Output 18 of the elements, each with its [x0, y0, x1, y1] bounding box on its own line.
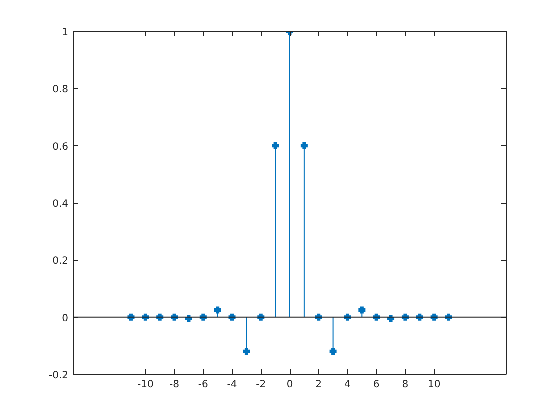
y-tick-label: 0	[62, 313, 69, 324]
x-tick-label: 6	[373, 380, 380, 390]
y-tick-label: 1	[62, 28, 69, 38]
x-tick-label: -6	[198, 380, 208, 390]
x-tick-label: -4	[227, 380, 238, 390]
x-tick-label: 0	[286, 380, 294, 390]
y-tick-label: 0.4	[52, 199, 69, 210]
y-tick-label: 0.2	[52, 256, 69, 268]
x-tick-label: 2	[316, 380, 322, 390]
x-tick-label: -2	[256, 380, 266, 390]
y-tick-label: -0.2	[48, 370, 69, 382]
x-tick-label: 4	[344, 380, 351, 390]
y-tick-label: 0.8	[52, 84, 69, 96]
y-tick-label: 0.6	[52, 142, 69, 153]
x-tick-label: 8	[402, 380, 409, 390]
x-tick-label: 10	[428, 380, 441, 390]
x-tick-label: -10	[138, 380, 154, 390]
x-tick-label: -8	[170, 380, 180, 390]
